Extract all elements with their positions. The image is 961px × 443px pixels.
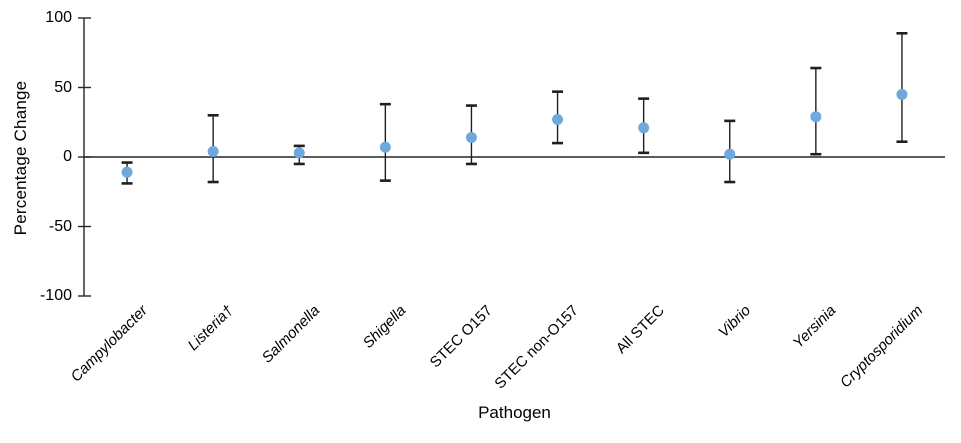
data-point — [552, 113, 564, 125]
y-tick-label: 50 — [54, 78, 72, 96]
data-point — [207, 145, 219, 157]
y-tick-label: -50 — [48, 217, 72, 235]
data-point — [724, 148, 736, 160]
y-tick-label: 100 — [45, 9, 72, 26]
data-point — [293, 147, 305, 159]
data-point — [379, 141, 391, 153]
y-tick-label: -100 — [39, 287, 72, 304]
data-point — [810, 111, 822, 123]
data-point — [121, 166, 133, 178]
data-point — [465, 132, 477, 144]
x-axis-title: Pathogen — [478, 403, 551, 422]
y-tick-label: 0 — [63, 148, 72, 165]
data-point — [638, 122, 650, 134]
data-point — [896, 88, 908, 100]
